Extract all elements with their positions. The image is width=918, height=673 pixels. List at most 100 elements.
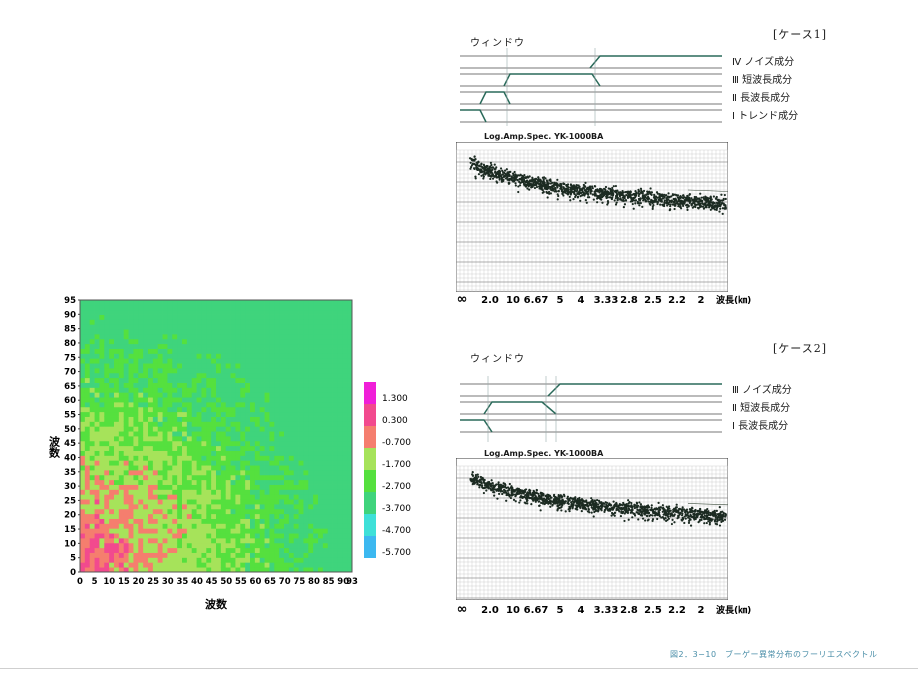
heatmap-cell	[235, 484, 241, 490]
heatmap-cell	[303, 523, 309, 529]
spectrum-point	[620, 192, 623, 195]
heatmap-cell	[138, 368, 144, 374]
heatmap-cell	[167, 348, 173, 354]
heatmap-cell	[220, 358, 227, 364]
heatmap-cell	[332, 319, 338, 325]
heatmap-cell	[177, 324, 183, 330]
heatmap-cell	[322, 338, 329, 345]
heatmap-cell	[313, 542, 319, 549]
heatmap-cell	[220, 406, 227, 413]
heatmap-cell	[254, 353, 261, 359]
heatmap-cell	[191, 358, 197, 364]
heatmap-cell	[274, 455, 280, 461]
spectrum-point	[674, 197, 677, 200]
heatmap-cell	[89, 450, 95, 456]
heatmap-cell	[211, 329, 217, 335]
heatmap-cell	[245, 470, 251, 476]
heatmap-cell	[186, 450, 193, 456]
heatmap-cell	[318, 382, 324, 388]
heatmap-cell	[109, 348, 115, 354]
heatmap-cell	[89, 416, 95, 422]
heatmap-cell	[123, 513, 129, 519]
heatmap-cell	[298, 372, 304, 379]
heatmap-cell	[216, 465, 222, 471]
heatmap-cell	[235, 450, 241, 456]
heatmap-cell	[89, 387, 95, 393]
heatmap-cell	[259, 416, 265, 422]
heatmap-cell	[284, 411, 290, 417]
heatmap-cell	[152, 421, 159, 427]
heatmap-cell	[347, 542, 353, 549]
heatmap-cell	[279, 557, 285, 563]
heatmap-cell	[109, 455, 115, 461]
colorbar-label: 0.300	[382, 416, 408, 426]
spectrum-point	[669, 205, 672, 208]
heatmap-cell	[118, 382, 125, 388]
heatmap-cell	[206, 421, 212, 427]
heatmap-cell	[186, 300, 193, 306]
heatmap-cell	[322, 567, 329, 573]
spectrum-point	[539, 185, 542, 188]
spectrum-point	[695, 203, 698, 206]
heatmap-cell	[99, 406, 105, 413]
heatmap-cell	[269, 319, 275, 325]
heatmap-cell	[114, 440, 120, 447]
spectrum-point	[538, 500, 541, 503]
heatmap-cell	[284, 392, 290, 398]
heatmap-cell	[332, 426, 338, 432]
heatmap-cell	[235, 324, 241, 330]
heatmap-cell	[337, 470, 343, 476]
heatmap-cell	[332, 552, 338, 558]
heatmap-cell	[308, 392, 314, 398]
heatmap-cell	[196, 523, 202, 529]
heatmap-cell	[337, 402, 343, 408]
spectrum-point	[625, 190, 628, 194]
heatmap-cell	[298, 518, 304, 524]
heatmap-cell	[250, 300, 256, 306]
heatmap-cell	[186, 567, 193, 573]
heatmap-x-tick: 35	[176, 577, 188, 587]
heatmap-cell	[182, 324, 188, 330]
heatmap-cell	[332, 557, 338, 563]
heatmap-cell	[94, 484, 100, 490]
heatmap-cell	[148, 523, 154, 529]
heatmap-cell	[167, 445, 173, 451]
heatmap-cell	[332, 445, 338, 451]
heatmap-cell	[152, 329, 159, 335]
heatmap-cell	[162, 567, 168, 573]
spectrum-point	[489, 171, 492, 174]
heatmap-cell	[182, 406, 188, 413]
heatmap-cell	[216, 499, 222, 505]
heatmap-cell	[182, 489, 188, 495]
heatmap-cell	[235, 329, 241, 335]
heatmap-cell	[89, 528, 95, 534]
heatmap-cell	[298, 562, 304, 568]
heatmap-cell	[313, 484, 319, 490]
spectrum-point	[629, 192, 632, 196]
heatmap-cell	[114, 309, 120, 315]
spectrum-point	[670, 522, 674, 526]
heatmap-cell	[211, 363, 217, 369]
heatmap-cell	[201, 465, 207, 471]
heatmap-cell	[186, 494, 193, 500]
heatmap-cell	[172, 508, 178, 515]
heatmap-cell	[114, 542, 120, 549]
heatmap-cell	[94, 368, 100, 374]
heatmap-cell	[177, 431, 183, 437]
heatmap-cell	[118, 348, 125, 354]
heatmap-cell	[201, 508, 207, 515]
heatmap-cell	[274, 552, 280, 558]
heatmap-cell	[342, 528, 348, 534]
heatmap-cell	[143, 304, 149, 311]
heatmap-cell	[313, 455, 319, 461]
heatmap-cell	[152, 557, 159, 563]
heatmap-cell	[298, 440, 304, 447]
heatmap-cell	[138, 547, 144, 553]
heatmap-cell	[303, 445, 309, 451]
heatmap-cell	[201, 338, 207, 345]
heatmap-cell	[245, 508, 251, 515]
heatmap-cell	[133, 324, 139, 330]
heatmap-cell	[254, 392, 261, 398]
heatmap-cell	[303, 552, 309, 558]
heatmap-cell	[94, 567, 100, 573]
